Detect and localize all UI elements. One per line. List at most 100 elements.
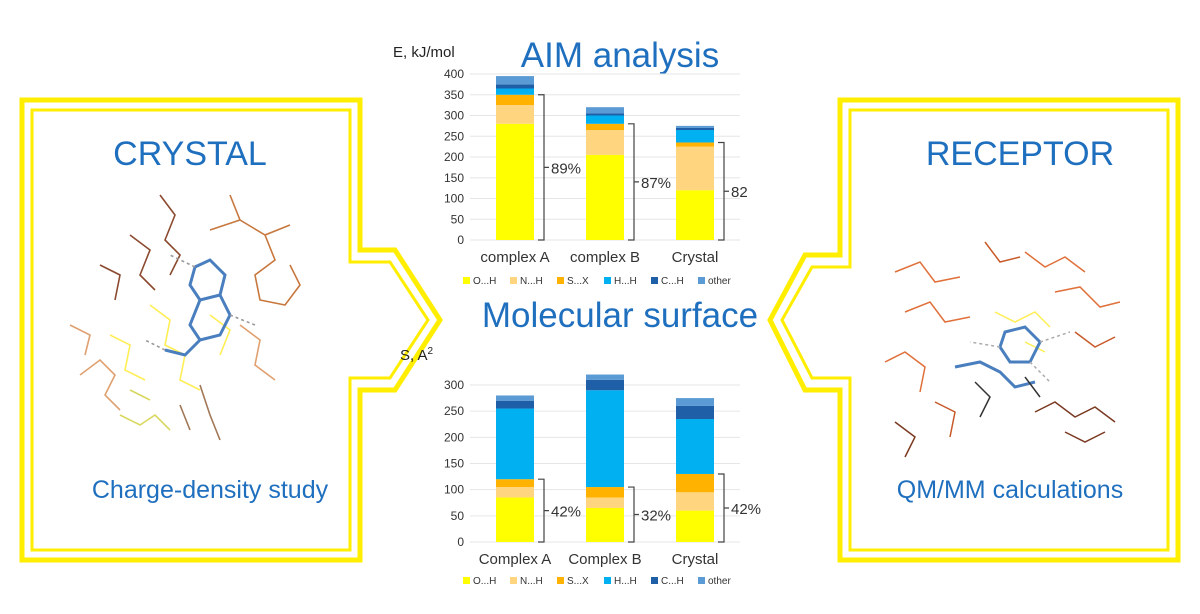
right-arrow-frame-inner <box>780 108 1170 552</box>
chart1-legend-label: O...H <box>473 276 496 287</box>
chart1-legend-label: S...X <box>567 276 589 287</box>
chart1-legend-label: other <box>708 276 731 287</box>
chart1-ytick-label: 250 <box>444 129 464 143</box>
chart2-bar-segment <box>676 492 714 511</box>
chart2-bar-segment <box>496 408 534 480</box>
chart1-legend-label: C...H <box>661 276 684 287</box>
chart2-category-label: Complex B <box>568 551 641 568</box>
chart2-ytick-label: 250 <box>444 404 464 418</box>
chart1-annotation: 87% <box>641 175 671 192</box>
chart1-bar-segment <box>586 113 624 116</box>
chart2-legend-swatch <box>510 577 517 584</box>
chart2-category-label: Crystal <box>672 551 719 568</box>
chart1-category-label: Crystal <box>672 249 719 266</box>
chart2-ytick-label: 300 <box>444 378 464 392</box>
chart1-annotation: 89% <box>551 160 581 177</box>
chart2-bar-segment <box>676 419 714 474</box>
chart2-legend-swatch <box>698 577 705 584</box>
chart2-bar-segment <box>496 479 534 488</box>
chart2-ytick-label: 150 <box>444 457 464 471</box>
chart2-bar-segment <box>496 400 534 409</box>
chart2-bar-segment <box>586 487 624 498</box>
chart2-bar-segment <box>496 395 534 401</box>
chart2-legend-label: N...H <box>520 576 543 587</box>
receptor-molecule-illustration <box>884 241 1121 458</box>
chart2-bar-segment <box>586 507 624 542</box>
left-arrow-frame <box>19 97 443 563</box>
chart1-legend-swatch <box>463 277 470 284</box>
chart2-legend-label: other <box>708 576 731 587</box>
surface-area-chart: 0 50 100 150 200 250 300 Complex A 42% Complex B 3… <box>425 370 770 599</box>
chart1-bar-segment <box>676 130 714 143</box>
chart2-legend-label: C...H <box>661 576 684 587</box>
chart1-ytick-label: 100 <box>444 192 464 206</box>
receptor-title: RECEPTOR <box>925 135 1115 173</box>
chart2-legend-swatch <box>604 577 611 584</box>
chart2-legend-label: S...X <box>567 576 589 587</box>
chart1-ytick-label: 50 <box>451 212 465 226</box>
chart1-bar-segment <box>496 84 534 89</box>
chart1-legend-label: H...H <box>614 276 637 287</box>
receptor-caption: QM/MM calculations <box>896 476 1124 504</box>
chart2-legend-swatch <box>557 577 564 584</box>
chart1-ytick-label: 0 <box>457 233 464 247</box>
chart1-bar-segment <box>586 107 624 114</box>
chart1-legend-swatch <box>510 277 517 284</box>
chart1-category-label: complex B <box>570 249 640 266</box>
chart1-bar-segment <box>496 123 534 240</box>
chart1-legend-swatch <box>651 277 658 284</box>
chart1-bar-segment <box>676 146 714 191</box>
chart2-bracket <box>538 478 549 543</box>
chart2-bar-segment <box>676 405 714 420</box>
chart1-ytick-label: 400 <box>444 67 464 81</box>
chart2-bar-segment <box>586 497 624 508</box>
left-arrow-frame-inner <box>30 108 430 552</box>
chart2-legend-label: H...H <box>614 576 637 587</box>
chart1-legend-swatch <box>557 277 564 284</box>
chart2-ytick-label: 0 <box>457 535 464 549</box>
chart1-bar-segment <box>496 88 534 95</box>
chart2-ylabel: S, A2 <box>400 346 433 364</box>
chart1-bar-segment <box>676 125 714 128</box>
crystal-caption: Charge-density study <box>91 476 329 504</box>
chart2-legend-swatch <box>463 577 470 584</box>
chart2-legend-label: O...H <box>473 576 496 587</box>
chart2-bar-segment <box>496 487 534 498</box>
chart2-bracket <box>628 486 639 543</box>
chart2-bar-segment <box>496 497 534 542</box>
chart2-annotation: 42% <box>551 504 581 521</box>
chart1-ytick-label: 200 <box>444 150 464 164</box>
chart1-bar-segment <box>586 154 624 240</box>
chart2-bar-segment <box>586 374 624 380</box>
chart1-bar-segment <box>496 105 534 124</box>
chart2-bracket <box>718 473 729 543</box>
chart1-bracket <box>718 141 729 241</box>
chart2-bar-segment <box>586 379 624 391</box>
chart1-bracket <box>538 94 549 241</box>
chart2-ytick-label: 100 <box>444 483 464 497</box>
molecular-surface-title: Molecular surface <box>481 296 759 335</box>
crystal-title: CRYSTAL <box>113 135 267 173</box>
chart1-ytick-label: 350 <box>444 88 464 102</box>
chart1-ylabel: E, kJ/mol <box>393 44 455 61</box>
chart1-bar-segment <box>586 115 624 124</box>
chart1-annotation: 82 <box>731 184 748 201</box>
chart1-bar-segment <box>586 130 624 155</box>
aim-analysis-title: AIM analysis <box>520 36 720 75</box>
right-arrow-frame <box>767 97 1181 563</box>
chart2-ytick-label: 200 <box>444 430 464 444</box>
chart1-bar-segment <box>586 123 624 131</box>
chart2-bar-segment <box>586 390 624 488</box>
chart2-bar-segment <box>676 473 714 493</box>
chart2-bar-segment <box>676 510 714 542</box>
chart1-legend-swatch <box>604 277 611 284</box>
aim-energy-chart: 0 50 100 150 200 250 300 350 400 complex A 89% comp… <box>425 62 770 305</box>
chart2-legend-swatch <box>651 577 658 584</box>
chart2-annotation: 42% <box>731 501 761 518</box>
chart1-bar-segment <box>496 76 534 85</box>
chart1-bar-segment <box>676 127 714 131</box>
chart1-bar-segment <box>496 94 534 106</box>
chart1-ytick-label: 150 <box>444 171 464 185</box>
chart1-legend-swatch <box>698 277 705 284</box>
